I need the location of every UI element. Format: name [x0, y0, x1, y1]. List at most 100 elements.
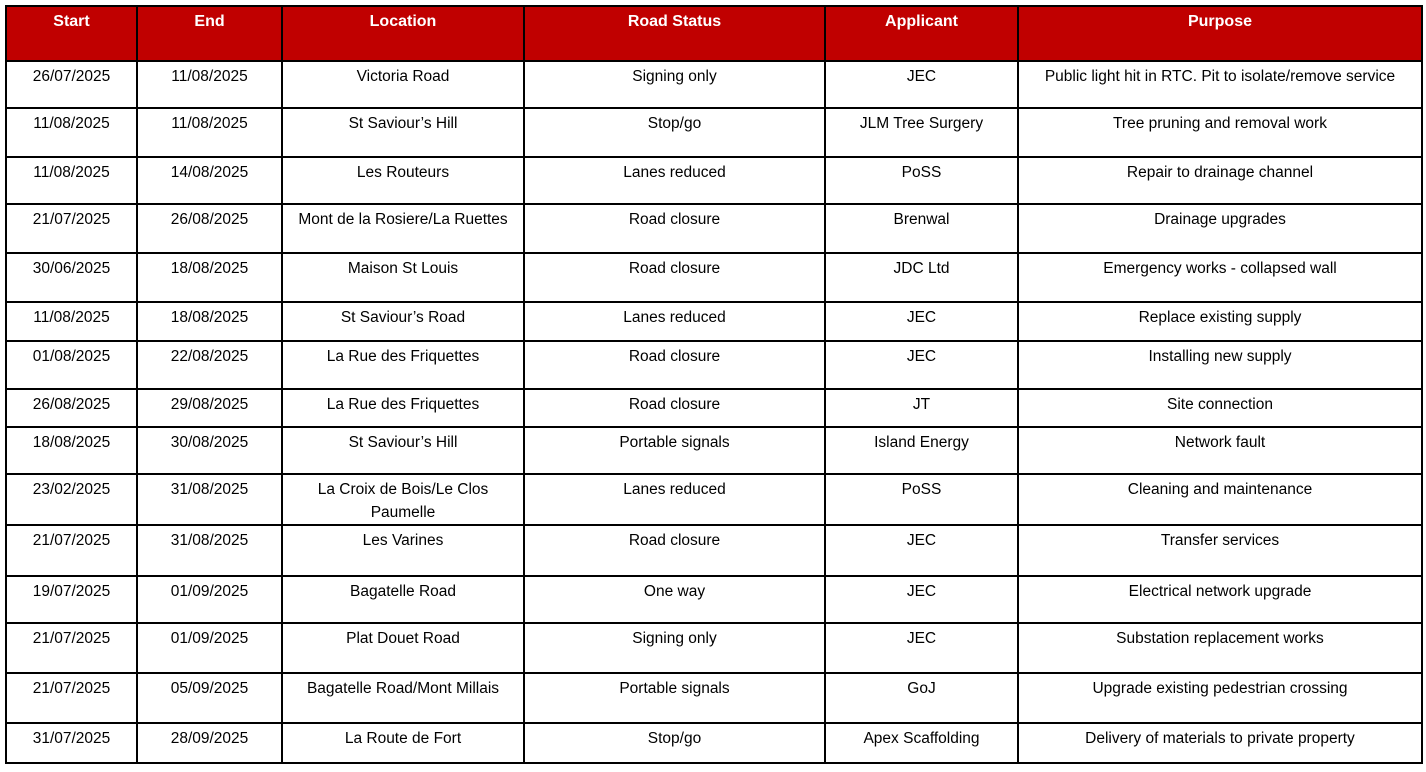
cell-start: 26/07/2025: [5, 60, 138, 109]
cell-purpose: Delivery of materials to private propert…: [1017, 722, 1423, 764]
cell-road-status: Signing only: [523, 622, 826, 674]
cell-start: 11/08/2025: [5, 301, 138, 342]
cell-applicant: JLM Tree Surgery: [824, 107, 1019, 158]
table-row: 19/07/2025 01/09/2025 Bagatelle Road One wa…: [5, 575, 1423, 624]
cell-end: 31/08/2025: [136, 524, 283, 577]
cell-location: Maison St Louis: [281, 252, 525, 303]
cell-start: 21/07/2025: [5, 622, 138, 674]
cell-location: Bagatelle Road/Mont Millais: [281, 672, 525, 724]
cell-purpose: Upgrade existing pedestrian crossing: [1017, 672, 1423, 724]
cell-road-status: One way: [523, 575, 826, 624]
cell-road-status: Stop/go: [523, 722, 826, 764]
table-row: 26/07/2025 11/08/2025 Victoria Road Signing…: [5, 60, 1423, 109]
cell-location: La Croix de Bois/Le Clos Paumelle: [281, 473, 525, 526]
cell-applicant: JEC: [824, 524, 1019, 577]
table-row: 01/08/2025 22/08/2025 La Rue des Friquette…: [5, 340, 1423, 390]
cell-end: 05/09/2025: [136, 672, 283, 724]
roadworks-table: Start End Location Road Status Applicant Purp…: [5, 5, 1423, 764]
cell-location: La Route de Fort: [281, 722, 525, 764]
cell-start: 21/07/2025: [5, 672, 138, 724]
cell-location: Plat Douet Road: [281, 622, 525, 674]
cell-start: 11/08/2025: [5, 107, 138, 158]
cell-end: 31/08/2025: [136, 473, 283, 526]
cell-location: Mont de la Rosiere/La Ruettes: [281, 203, 525, 254]
table-row: 11/08/2025 11/08/2025 St Saviour’s Hill Sto…: [5, 107, 1423, 158]
cell-applicant: JEC: [824, 575, 1019, 624]
cell-end: 11/08/2025: [136, 60, 283, 109]
table-row: 23/02/2025 31/08/2025 La Croix de Bois/Le …: [5, 473, 1423, 526]
cell-purpose: Public light hit in RTC. Pit to isolate/…: [1017, 60, 1423, 109]
cell-end: 30/08/2025: [136, 426, 283, 475]
cell-end: 18/08/2025: [136, 301, 283, 342]
cell-end: 28/09/2025: [136, 722, 283, 764]
cell-start: 26/08/2025: [5, 388, 138, 428]
table-header-row: Start End Location Road Status Applicant Purp…: [5, 5, 1423, 62]
cell-start: 31/07/2025: [5, 722, 138, 764]
cell-purpose: Replace existing supply: [1017, 301, 1423, 342]
cell-end: 22/08/2025: [136, 340, 283, 390]
table-row: 11/08/2025 18/08/2025 St Saviour’s Road Lan…: [5, 301, 1423, 342]
table-row: 31/07/2025 28/09/2025 La Route de Fort Stop…: [5, 722, 1423, 764]
cell-applicant: JEC: [824, 340, 1019, 390]
cell-start: 01/08/2025: [5, 340, 138, 390]
cell-applicant: PoSS: [824, 473, 1019, 526]
table-row: 21/07/2025 31/08/2025 Les Varines Road clos…: [5, 524, 1423, 577]
cell-road-status: Road closure: [523, 388, 826, 428]
cell-end: 11/08/2025: [136, 107, 283, 158]
cell-road-status: Road closure: [523, 524, 826, 577]
cell-road-status: Lanes reduced: [523, 156, 826, 205]
cell-purpose: Substation replacement works: [1017, 622, 1423, 674]
cell-start: 23/02/2025: [5, 473, 138, 526]
cell-road-status: Lanes reduced: [523, 301, 826, 342]
cell-purpose: Installing new supply: [1017, 340, 1423, 390]
cell-end: 29/08/2025: [136, 388, 283, 428]
cell-applicant: Brenwal: [824, 203, 1019, 254]
cell-end: 01/09/2025: [136, 575, 283, 624]
cell-road-status: Portable signals: [523, 672, 826, 724]
cell-purpose: Cleaning and maintenance: [1017, 473, 1423, 526]
column-header-end: End: [136, 5, 283, 62]
cell-road-status: Road closure: [523, 340, 826, 390]
cell-start: 21/07/2025: [5, 203, 138, 254]
table-row: 18/08/2025 30/08/2025 St Saviour’s Hill Por…: [5, 426, 1423, 475]
cell-end: 14/08/2025: [136, 156, 283, 205]
cell-purpose: Drainage upgrades: [1017, 203, 1423, 254]
cell-purpose: Transfer services: [1017, 524, 1423, 577]
cell-purpose: Electrical network upgrade: [1017, 575, 1423, 624]
cell-applicant: JEC: [824, 60, 1019, 109]
column-header-purpose: Purpose: [1017, 5, 1423, 62]
table-row: 11/08/2025 14/08/2025 Les Routeurs Lanes re…: [5, 156, 1423, 205]
cell-end: 18/08/2025: [136, 252, 283, 303]
cell-location: St Saviour’s Hill: [281, 107, 525, 158]
cell-applicant: Apex Scaffolding: [824, 722, 1019, 764]
cell-location: Les Varines: [281, 524, 525, 577]
column-header-start: Start: [5, 5, 138, 62]
cell-purpose: Emergency works - collapsed wall: [1017, 252, 1423, 303]
cell-start: 11/08/2025: [5, 156, 138, 205]
cell-start: 21/07/2025: [5, 524, 138, 577]
table-row: 26/08/2025 29/08/2025 La Rue des Friquette…: [5, 388, 1423, 428]
cell-purpose: Network fault: [1017, 426, 1423, 475]
cell-applicant: JT: [824, 388, 1019, 428]
cell-purpose: Site connection: [1017, 388, 1423, 428]
cell-start: 19/07/2025: [5, 575, 138, 624]
column-header-location: Location: [281, 5, 525, 62]
cell-start: 30/06/2025: [5, 252, 138, 303]
cell-location: Les Routeurs: [281, 156, 525, 205]
cell-location: Bagatelle Road: [281, 575, 525, 624]
cell-start: 18/08/2025: [5, 426, 138, 475]
table-row: 21/07/2025 26/08/2025 Mont de la Rosiere/L…: [5, 203, 1423, 254]
cell-road-status: Signing only: [523, 60, 826, 109]
cell-road-status: Portable signals: [523, 426, 826, 475]
table-row: 21/07/2025 01/09/2025 Plat Douet Road Signi…: [5, 622, 1423, 674]
cell-applicant: JEC: [824, 301, 1019, 342]
cell-location: St Saviour’s Hill: [281, 426, 525, 475]
column-header-road-status: Road Status: [523, 5, 826, 62]
cell-end: 01/09/2025: [136, 622, 283, 674]
cell-applicant: PoSS: [824, 156, 1019, 205]
cell-purpose: Repair to drainage channel: [1017, 156, 1423, 205]
table-row: 30/06/2025 18/08/2025 Maison St Louis Road …: [5, 252, 1423, 303]
cell-road-status: Road closure: [523, 203, 826, 254]
cell-road-status: Stop/go: [523, 107, 826, 158]
